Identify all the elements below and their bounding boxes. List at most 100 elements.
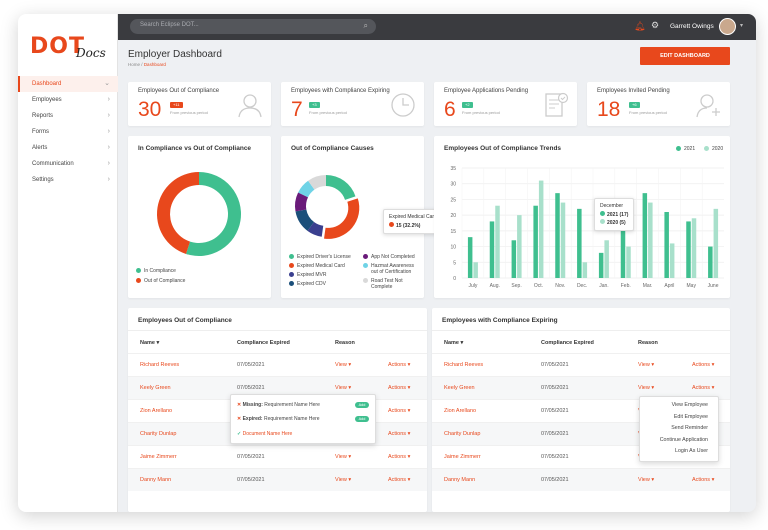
avatar[interactable] — [719, 18, 736, 35]
donut-slice[interactable] — [295, 209, 315, 231]
bar-2020-Sep.[interactable] — [517, 215, 522, 278]
bar-2020-Jan.[interactable] — [604, 240, 609, 278]
bar-2021-June[interactable] — [708, 246, 713, 278]
sidebar-item-communication[interactable]: Communication › — [18, 156, 118, 172]
table-row[interactable]: Danny Mann 07/05/2021 View ▾ Actions ▾ — [432, 468, 730, 491]
view-reason-dropdown[interactable]: View ▾ — [335, 454, 351, 460]
actions-dropdown[interactable]: Actions ▾ — [692, 477, 714, 483]
bar-2021-July[interactable] — [467, 237, 473, 278]
view-reason-dropdown[interactable]: View ▾ — [638, 362, 654, 368]
donut-slice[interactable] — [308, 175, 326, 190]
stat-card-compliance-expiring[interactable]: Employees with Compliance Expiring 7 +3 … — [281, 82, 424, 126]
sidebar-item-forms[interactable]: Forms › — [18, 124, 118, 140]
add-button[interactable]: Add — [355, 402, 369, 408]
bar-2021-Aug.[interactable] — [489, 221, 495, 278]
employee-name-link[interactable]: Keely Green — [140, 385, 171, 391]
employee-name-link[interactable]: Jaime Zimmerr — [444, 454, 481, 460]
donut-slice[interactable] — [307, 222, 324, 237]
bar-2021-Sep.[interactable] — [511, 240, 517, 278]
bar-2021-Jan.[interactable] — [598, 252, 604, 278]
view-reason-dropdown[interactable]: View ▾ — [335, 477, 351, 483]
bar-2021-April[interactable] — [664, 212, 669, 278]
stat-card-invited-pending[interactable]: Employees Invited Pending 18 +6 From pre… — [587, 82, 730, 126]
actions-dropdown[interactable]: Actions ▾ — [692, 362, 714, 368]
bar-2020-April[interactable] — [669, 243, 675, 278]
view-reason-dropdown[interactable]: View ▾ — [335, 362, 351, 368]
logo[interactable]: DOT Docs — [30, 34, 110, 70]
bar-2021-Mar.[interactable] — [642, 193, 648, 278]
bar-2020-Dec.[interactable] — [582, 262, 588, 278]
bar-2020-July[interactable] — [473, 262, 478, 278]
table-row[interactable]: Keely Green 07/05/2021 View ▾ Actions ▾ — [128, 376, 427, 399]
bar-2021-Dec.[interactable] — [577, 208, 582, 278]
employee-name-link[interactable]: Richard Reeves — [444, 362, 484, 368]
bar-2020-Nov.[interactable] — [560, 202, 566, 278]
sidebar-item-dashboard[interactable]: Dashboard ⌄ — [18, 76, 118, 92]
bar-2020-Oct.[interactable] — [538, 180, 544, 278]
menu-item-continue-application[interactable]: Continue Application — [659, 436, 708, 443]
employee-name-link[interactable]: Keely Green — [444, 385, 475, 391]
sidebar-item-employees[interactable]: Employees › — [18, 92, 118, 108]
donut-slice[interactable] — [324, 198, 360, 239]
menu-item-send-reminder[interactable]: Send Reminder — [671, 425, 708, 431]
bar-2021-Oct.[interactable] — [533, 205, 538, 278]
employee-name-link[interactable]: Zion Arellano — [444, 408, 477, 414]
view-reason-dropdown[interactable]: View ▾ — [335, 385, 351, 391]
donut-slice[interactable] — [326, 175, 356, 200]
employee-name-link[interactable]: Zion Arellano — [140, 408, 173, 414]
user-name[interactable]: Garrett Owings — [670, 23, 714, 30]
header-name[interactable]: Name ▾ — [444, 340, 463, 346]
bar-2021-Feb.[interactable] — [620, 215, 626, 278]
actions-dropdown[interactable]: Actions ▾ — [388, 385, 410, 391]
search-input[interactable]: Search Eclipse DOT... ⌕ — [130, 19, 376, 34]
bar-2020-May[interactable] — [691, 218, 697, 278]
table-row[interactable]: Danny Mann 07/05/2021 View ▾ Actions ▾ — [128, 468, 427, 491]
bar-2020-June[interactable] — [713, 208, 719, 278]
bar-2020-Aug.[interactable] — [495, 205, 500, 278]
menu-item-login-as-user[interactable]: Login As User — [675, 448, 708, 454]
employee-name-link[interactable]: Charity Dunlap — [444, 431, 481, 437]
menu-item-view-employee[interactable]: View Employee — [671, 402, 708, 408]
menu-item-edit-employee[interactable]: Edit Employee — [673, 413, 708, 420]
sidebar-item-alerts[interactable]: Alerts › — [18, 140, 118, 156]
search-icon[interactable]: ⌕ — [363, 21, 368, 30]
donut-slice[interactable] — [295, 192, 309, 212]
table-row[interactable]: Richard Reeves 07/05/2021 View ▾ Actions ▾ — [432, 353, 730, 376]
employee-name-link[interactable]: Jaime Zimmerr — [140, 454, 177, 460]
view-reason-dropdown[interactable]: View ▾ — [638, 477, 654, 483]
add-button[interactable]: Add — [355, 416, 369, 422]
bar-2021-May[interactable] — [686, 221, 691, 278]
actions-dropdown[interactable]: Actions ▾ — [388, 362, 410, 368]
donut-slice[interactable] — [298, 180, 315, 198]
employee-name-link[interactable]: Charity Dunlap — [140, 431, 177, 437]
sidebar-item-settings[interactable]: Settings › — [18, 172, 118, 188]
edit-dashboard-button[interactable]: EDIT DASHBOARD — [640, 47, 730, 65]
bell-icon[interactable]: 🔔︎ — [634, 21, 646, 31]
stat-card-applications-pending[interactable]: Employee Applications Pending 6 +2 From … — [434, 82, 577, 126]
view-reason-dropdown[interactable]: View ▾ — [638, 385, 654, 391]
employee-name-link[interactable]: Danny Mann — [444, 477, 476, 483]
actions-dropdown[interactable]: Actions ▾ — [388, 408, 410, 414]
table-row[interactable]: Richard Reeves 07/05/2021 View ▾ Actions ▾ — [128, 353, 427, 376]
table-row[interactable]: Keely Green 07/05/2021 View ▾ Actions ▾ — [432, 376, 730, 399]
bar-2020-Mar.[interactable] — [648, 202, 653, 278]
employee-name-link[interactable]: Danny Mann — [140, 477, 172, 483]
bar-2021-Nov.[interactable] — [555, 193, 560, 278]
legend-label: 2020 — [712, 146, 724, 152]
actions-dropdown[interactable]: Actions ▾ — [388, 477, 410, 483]
actions-dropdown[interactable]: Actions ▾ — [692, 385, 714, 391]
gear-icon[interactable]: ⚙ — [651, 20, 660, 30]
bar-2020-Feb.[interactable] — [626, 246, 631, 278]
donut-slice[interactable] — [157, 172, 199, 254]
stat-card-out-of-compliance[interactable]: Employees Out of Compliance 30 +11 From … — [128, 82, 271, 126]
sidebar-item-reports[interactable]: Reports › — [18, 108, 118, 124]
actions-dropdown[interactable]: Actions ▾ — [388, 454, 410, 460]
breadcrumb-home[interactable]: Home — [128, 62, 141, 67]
chevron-down-icon[interactable]: ▾ — [740, 23, 744, 29]
popover-item-document[interactable]: ✓ Document Name Here — [237, 431, 292, 437]
employee-name-link[interactable]: Richard Reeves — [140, 362, 180, 368]
donut-slice[interactable] — [186, 172, 241, 256]
header-name[interactable]: Name ▾ — [140, 340, 159, 346]
actions-dropdown[interactable]: Actions ▾ — [388, 431, 410, 437]
